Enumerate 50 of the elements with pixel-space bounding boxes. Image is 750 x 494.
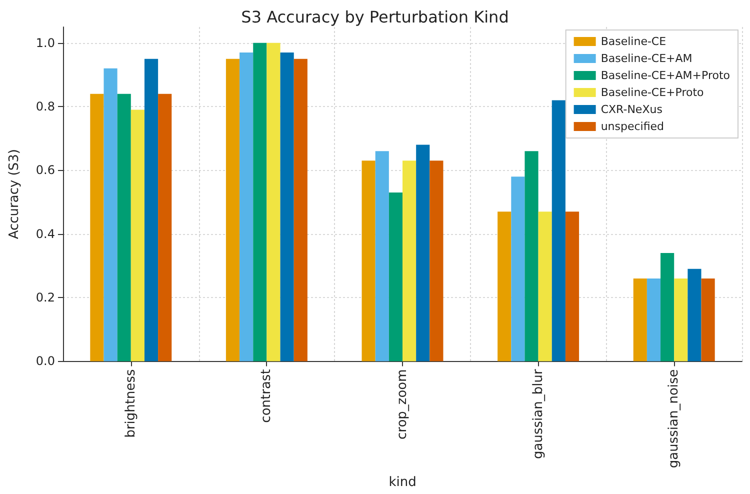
bar: [524, 151, 538, 362]
x-tick-label: brightness: [123, 368, 138, 438]
bar: [90, 94, 104, 362]
bar: [538, 212, 552, 362]
bar: [240, 52, 254, 362]
x-tick-label: crop_zoom: [395, 369, 410, 440]
bar: [375, 151, 389, 362]
legend-label: unspecified: [600, 120, 664, 133]
legend-label: Baseline-CE: [600, 35, 666, 48]
bar: [688, 268, 702, 362]
y-axis-title: Accuracy (S3): [7, 149, 22, 240]
bar: [294, 58, 308, 362]
x-axis-title: kind: [388, 475, 416, 490]
chart-title: S3 Accuracy by Perturbation Kind: [241, 8, 509, 26]
bar: [674, 278, 688, 362]
bar: [253, 42, 267, 362]
bar: [565, 212, 580, 362]
y-tick-label: 0.8: [36, 100, 55, 114]
legend-label: Baseline-CE+Proto: [600, 86, 704, 99]
x-tick-label: gaussian_noise: [666, 369, 682, 468]
bar: [266, 42, 280, 362]
bar: [280, 52, 294, 362]
y-tick-label: 0.0: [36, 354, 55, 368]
legend-label: Baseline-CE+AM: [600, 52, 692, 65]
bar: [388, 192, 402, 362]
bar: [646, 278, 661, 362]
bar: [416, 144, 430, 362]
legend-label: CXR-NeXus: [600, 103, 663, 116]
legend-label: Baseline-CE+AM+Proto: [600, 69, 730, 82]
bar: [498, 212, 512, 362]
y-tick-label: 0.6: [36, 163, 55, 178]
bar: [701, 278, 715, 362]
bar: [158, 94, 172, 362]
bar: [633, 278, 647, 362]
y-tick-label: 1.0: [36, 36, 55, 50]
bar: [430, 160, 444, 362]
bar: [117, 94, 131, 362]
bar: [511, 176, 525, 362]
bar: [130, 110, 144, 362]
bar: [144, 58, 158, 362]
x-tick-label: contrast: [259, 369, 274, 423]
bar: [402, 160, 416, 362]
bar: [362, 160, 376, 362]
bar: [552, 100, 566, 362]
bar: [104, 68, 118, 362]
y-tick-label: 0.4: [36, 226, 55, 241]
bar: [660, 252, 674, 362]
x-tick-label: gaussian_blur: [530, 368, 546, 459]
bar: [226, 58, 240, 362]
y-tick-label: 0.2: [36, 290, 55, 305]
